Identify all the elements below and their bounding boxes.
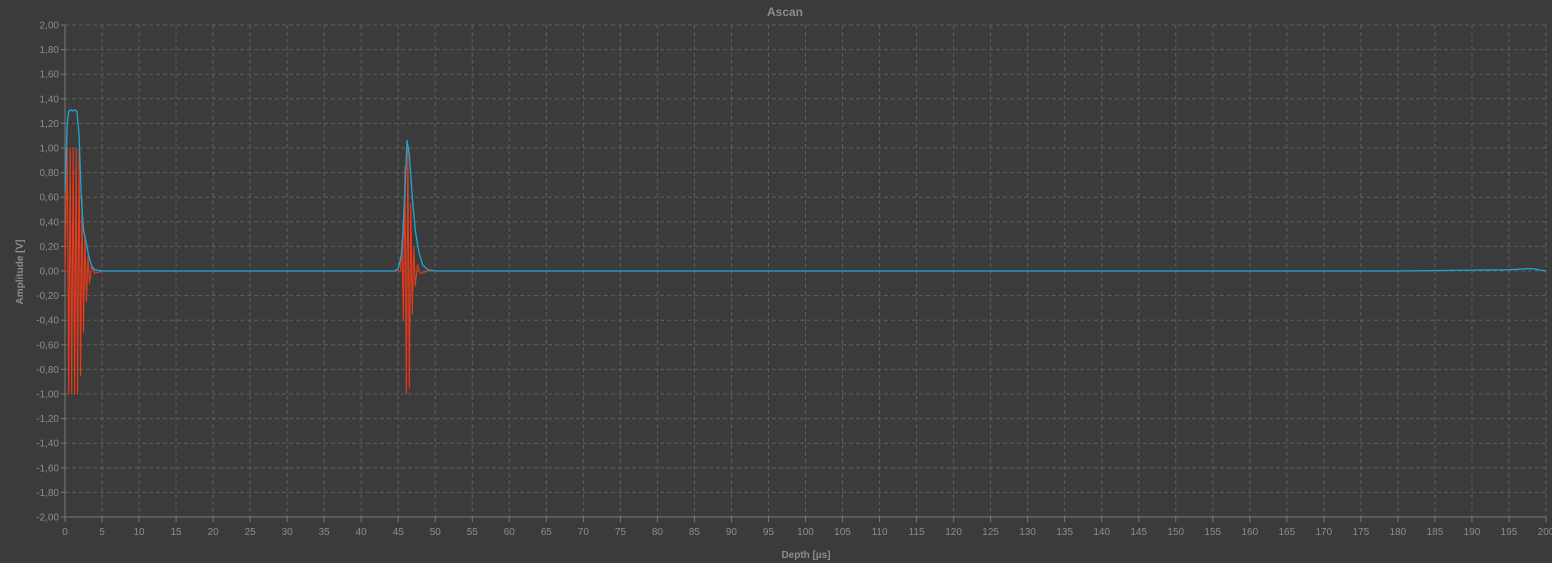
y-tick-label: -2,00 (36, 513, 59, 524)
y-tick-label: 0,00 (40, 267, 60, 278)
chart-title: Ascan (767, 5, 803, 19)
x-tick-label: 135 (1056, 527, 1073, 538)
y-tick-label: 1,20 (40, 119, 60, 130)
envelope-series-line (64, 109, 1547, 272)
x-tick-label: 180 (1390, 527, 1407, 538)
y-tick-label: 0,80 (40, 168, 60, 179)
x-tick-label: 185 (1427, 527, 1444, 538)
x-tick-label: 120 (945, 527, 962, 538)
x-axis-title: Depth [µs] (781, 550, 830, 561)
axes (61, 24, 1547, 522)
y-tick-label: -0,60 (36, 340, 59, 351)
y-tick-label: 1,80 (40, 45, 60, 56)
x-tick-label: 100 (797, 527, 814, 538)
y-tick-label: 0,60 (40, 193, 60, 204)
x-tick-label: 175 (1353, 527, 1370, 538)
x-tick-label: 140 (1093, 527, 1110, 538)
x-tick-label: 60 (504, 527, 516, 538)
y-tick-label: 0,40 (40, 217, 60, 228)
x-tick-label: 35 (319, 527, 331, 538)
data-series (64, 109, 1547, 395)
y-tick-label: 1,00 (40, 144, 60, 155)
x-tick-label: 15 (171, 527, 183, 538)
y-tick-label: 1,60 (40, 70, 60, 81)
y-tick-label: -1,80 (36, 488, 59, 499)
x-tick-label: 50 (430, 527, 442, 538)
x-tick-label: 155 (1204, 527, 1221, 538)
y-tick-label: -0,40 (36, 316, 59, 327)
y-tick-label: -0,20 (36, 291, 59, 302)
x-tick-label: 165 (1278, 527, 1295, 538)
x-tick-label: 25 (245, 527, 257, 538)
x-tick-label: 195 (1501, 527, 1518, 538)
x-tick-label: 45 (393, 527, 405, 538)
y-tick-label: -1,60 (36, 463, 59, 474)
x-tick-label: 10 (133, 527, 145, 538)
x-tick-label: 200 (1538, 527, 1552, 538)
x-tick-label: 125 (982, 527, 999, 538)
x-tick-label: 115 (909, 527, 925, 538)
x-tick-label: 160 (1241, 527, 1258, 538)
y-tick-label: -1,40 (36, 439, 59, 450)
x-tick-label: 110 (872, 527, 888, 538)
x-tick-label: 85 (689, 527, 701, 538)
x-tick-label: 70 (578, 527, 590, 538)
x-tick-label: 80 (652, 527, 664, 538)
x-tick-label: 105 (834, 527, 851, 538)
y-tick-label: -1,20 (36, 414, 59, 425)
x-tick-label: 0 (62, 527, 68, 538)
tick-labels: 2,00 1,80 1,60 1,40 1,20 1,00 0,80 0,60 0,40 0,20… (36, 21, 1552, 539)
y-tick-label: -0,80 (36, 365, 59, 376)
x-tick-label: 130 (1019, 527, 1036, 538)
x-tick-label: 75 (615, 527, 627, 538)
x-tick-label: 55 (467, 527, 479, 538)
y-tick-label: -1,00 (36, 390, 59, 401)
x-tick-label: 30 (282, 527, 294, 538)
x-tick-label: 170 (1316, 527, 1333, 538)
x-tick-label: 20 (208, 527, 220, 538)
x-tick-label: 150 (1167, 527, 1184, 538)
x-tick-label: 40 (356, 527, 368, 538)
x-tick-label: 65 (541, 527, 553, 538)
y-tick-label: 2,00 (40, 21, 60, 32)
y-tick-label: 0,20 (40, 242, 60, 253)
x-tick-label: 5 (99, 527, 105, 538)
x-tick-label: 190 (1464, 527, 1481, 538)
x-tick-label: 145 (1130, 527, 1147, 538)
y-tick-label: 1,40 (40, 94, 60, 105)
y-axis-title: Amplitude [V] (15, 240, 26, 305)
x-tick-label: 90 (726, 527, 738, 538)
x-tick-label: 95 (763, 527, 775, 538)
